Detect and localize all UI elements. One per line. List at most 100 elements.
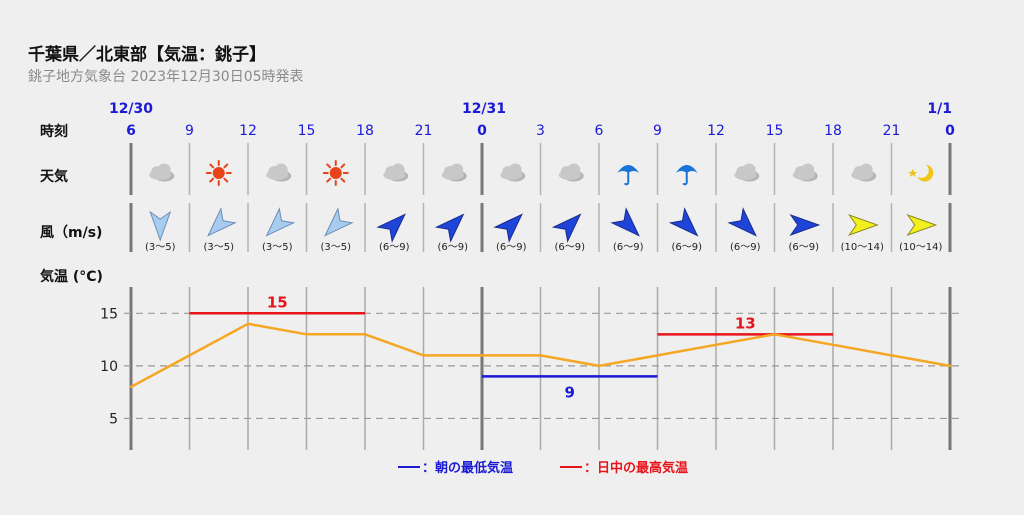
temperature-point [188, 354, 191, 357]
sun-ray [340, 163, 346, 169]
sun-ray [223, 163, 229, 169]
sun-ray [326, 177, 332, 183]
cloud-part [734, 170, 757, 180]
temperature-point [129, 385, 133, 389]
wind-arrow-icon [847, 214, 879, 236]
hour-label: 21 [883, 123, 901, 139]
cloud-part [500, 170, 523, 180]
sun-ray [340, 177, 346, 183]
wind-arrow-icon [493, 213, 523, 243]
cloud-part [441, 170, 464, 180]
wind-arrow-icon [207, 207, 237, 237]
hour-label: 15 [298, 123, 316, 139]
hour-label: 12 [707, 123, 725, 139]
hour-label: 6 [126, 123, 136, 139]
wind-speed-label: (3〜5) [145, 242, 176, 253]
umbrella-canopy [617, 165, 640, 173]
umbrella-icon [617, 165, 640, 186]
wind-arrow-icon [265, 207, 296, 237]
cloud-part [149, 170, 172, 180]
wind-arrow-icon [324, 207, 354, 237]
sun-disc [329, 167, 342, 179]
wind-arrow-icon [149, 210, 172, 242]
temperature-point [773, 333, 776, 336]
wind-speed-label: (6〜9) [671, 242, 702, 253]
hour-label: 9 [653, 123, 662, 139]
temperature-point [422, 354, 425, 357]
y-tick-label: 10 [100, 359, 118, 375]
temperature-point [948, 364, 952, 368]
min-temp-label: 9 [565, 383, 575, 401]
cloud-part [558, 170, 581, 180]
umbrella-handle [682, 172, 688, 186]
sun-icon [205, 160, 232, 186]
weather-row-label: 天気 [40, 168, 68, 185]
wind-arrow-icon [434, 213, 465, 243]
wind-arrow-icon [376, 213, 406, 243]
temperature-point [305, 333, 308, 336]
wind-arrow-icon [610, 207, 640, 237]
hour-label: 12 [239, 123, 257, 139]
sun-ray [209, 177, 215, 183]
temperature-point [480, 354, 484, 357]
date-label-0: 12/30 [109, 101, 153, 117]
hour-label: 0 [945, 123, 955, 139]
y-tick-label: 5 [109, 411, 118, 427]
hour-label: 21 [415, 123, 433, 139]
wind-arrow-icon [906, 214, 938, 236]
hour-label: 9 [185, 123, 194, 139]
wind-arrow-icon [551, 213, 582, 243]
wind-speed-label: (6〜9) [788, 242, 819, 253]
cloud-part [792, 170, 815, 180]
wind-speed-label: (10〜14) [899, 242, 942, 253]
temperature-point [890, 354, 893, 357]
moon-star-icon [908, 163, 934, 182]
wind-speed-label: (3〜5) [320, 242, 351, 253]
hour-label: 18 [356, 123, 374, 139]
temperature-point [656, 354, 659, 357]
legend-min-label: ：朝の最低気温 [422, 460, 513, 476]
temperature-point [246, 322, 250, 326]
sun-ray [326, 163, 332, 169]
temperature-point [831, 343, 835, 347]
cloud-icon [500, 163, 526, 182]
cloud-part [851, 170, 874, 180]
hour-label: 18 [824, 123, 842, 139]
temperature-point [363, 333, 367, 336]
cloud-part [383, 170, 406, 180]
umbrella-icon [675, 165, 698, 186]
temperature-point [597, 364, 601, 368]
sun-icon [322, 160, 349, 186]
wind-arrow-icon [668, 207, 699, 237]
umbrella-handle [624, 172, 630, 186]
cloud-icon [558, 163, 584, 182]
hour-label: 0 [477, 123, 487, 139]
page-subtitle: 銚子地方気象台 2023年12月30日05時発表 [28, 69, 304, 85]
cloud-icon [383, 163, 409, 182]
wind-row-label: 風（m/s) [40, 225, 102, 241]
sun-disc [212, 167, 225, 179]
hour-label: 15 [766, 123, 784, 139]
hour-label: 6 [595, 123, 604, 139]
wind-speed-label: (6〜9) [496, 242, 527, 253]
wind-arrow-icon [789, 214, 821, 236]
sun-ray [223, 177, 229, 183]
cloud-icon [441, 163, 467, 182]
legend-max-label: ：日中の最高気温 [584, 460, 688, 476]
wind-arrow-icon [727, 207, 757, 237]
page-title: 千葉県／北東部【気温：銚子】 [28, 45, 266, 65]
cloud-icon [149, 163, 175, 182]
cloud-part [266, 170, 289, 180]
cloud-icon [734, 163, 760, 182]
sun-ray [209, 163, 215, 169]
hour-label: 3 [536, 123, 545, 139]
wind-speed-label: (3〜5) [203, 242, 234, 253]
umbrella-canopy [675, 165, 698, 173]
y-tick-label: 15 [100, 306, 118, 322]
wind-speed-label: (6〜9) [379, 242, 410, 253]
wind-speed-label: (6〜9) [437, 242, 468, 253]
cloud-icon [851, 163, 877, 182]
wind-speed-label: (6〜9) [554, 242, 585, 253]
wind-speed-label: (10〜14) [841, 242, 884, 253]
